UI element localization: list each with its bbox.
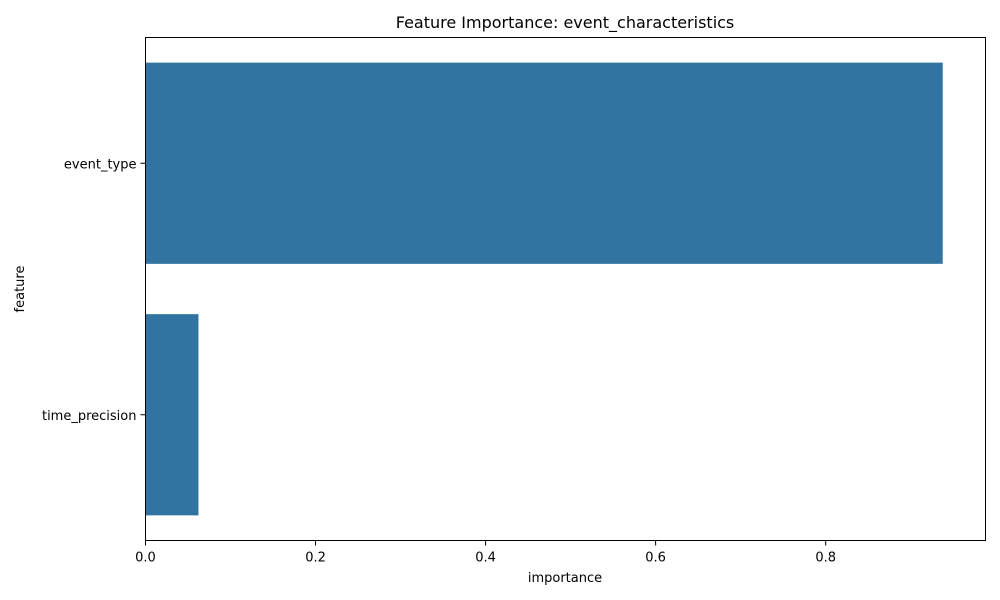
x-tick-label: 0.0 xyxy=(135,551,156,566)
y-axis-label: feature xyxy=(13,266,28,313)
y-tick-label: event_type xyxy=(64,157,137,172)
plot-area-frame xyxy=(145,37,986,541)
x-axis-label: importance xyxy=(528,571,602,586)
x-tick-label: 0.6 xyxy=(645,551,666,566)
chart-title: Feature Importance: event_characteristic… xyxy=(396,13,735,33)
x-tick-label: 0.2 xyxy=(305,551,326,566)
y-tick-group: event_type time_precision xyxy=(42,157,146,424)
bar-time-precision xyxy=(145,314,199,516)
x-tick-label: 0.8 xyxy=(815,551,836,566)
y-tick-label: time_precision xyxy=(42,409,137,424)
bar-event-type xyxy=(145,62,943,264)
bars-group xyxy=(145,62,943,516)
x-tick-label: 0.4 xyxy=(475,551,496,566)
x-tick-group: 0.0 0.2 0.4 0.6 0.8 xyxy=(135,540,836,566)
